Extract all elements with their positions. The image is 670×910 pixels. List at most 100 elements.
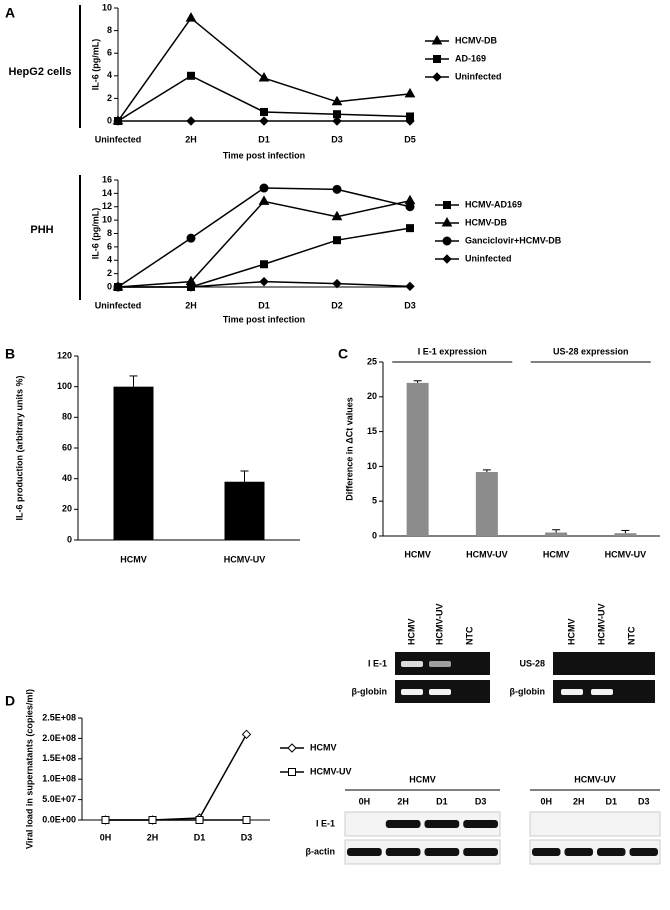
bar [614,533,637,536]
group-label: US-28 expression [553,346,629,356]
marker [185,12,197,22]
legend-marker [433,55,441,63]
gel-lane-label: HCMV-UV [434,603,444,645]
y-tick-label: 10 [367,461,377,471]
blot-lane-label: D3 [475,796,487,806]
y-tick-label: 2.5E+08 [42,712,76,722]
marker [331,95,343,106]
bar [406,382,429,536]
bar [545,532,568,536]
y-tick-label: 80 [62,412,72,422]
gel-band [561,689,583,695]
marker [195,816,204,824]
blot-group-label: HCMV-UV [574,774,616,784]
gel-band [591,689,613,695]
blot-lane-label: 0H [540,796,552,806]
blot-band [629,848,658,856]
legend-marker [442,254,452,264]
blot-lane-label: D3 [638,796,650,806]
marker [242,816,251,824]
gel-row-label: US-28 [519,658,545,668]
y-tick-label: 2.0E+08 [42,733,76,743]
x-tick-label: D2 [331,300,343,310]
marker [113,282,123,292]
y-tick-label: 2 [107,93,112,103]
panel-label: D [5,693,15,709]
y-axis-label: Viral load in supernatants (copies/ml) [24,689,34,849]
y-tick-label: 5.0E+07 [42,794,76,804]
marker [101,816,110,824]
y-tick-label: 25 [367,356,377,366]
marker [186,233,196,243]
marker [260,107,268,116]
y-axis-label: IL-6 (pg/mL) [90,39,100,91]
group-label: I E-1 expression [418,346,487,356]
y-tick-label: 2 [107,268,112,278]
legend-label: HCMV-DB [455,35,497,45]
marker [113,116,123,126]
blot-lane-label: D1 [605,796,617,806]
y-tick-label: 4 [107,70,112,80]
gel-lane-label: HCMV-UV [596,603,606,645]
panel-label: C [338,346,348,362]
x-tick-label: HCMV [404,549,431,559]
x-tick-label: HCMV-UV [466,549,508,559]
blot-band [424,820,460,828]
y-axis-label: IL-6 production (arbitrary units %) [14,375,24,520]
y-tick-label: 0.0E+00 [42,814,76,824]
x-tick-label: 2H [185,134,197,144]
marker [186,116,196,126]
x-tick-label: D3 [331,134,343,144]
legend-label: AD-169 [455,53,486,63]
marker [332,278,342,289]
gel-band [401,661,423,667]
marker [405,116,415,126]
gel-lane-label: HCMV [566,619,576,646]
marker [259,276,269,287]
blot-row [529,811,661,837]
gel-row-label: β-globin [510,686,545,696]
legend-marker [287,743,297,753]
gel-band [401,689,423,695]
x-axis-label: Time post infection [223,150,305,160]
y-tick-label: 10 [102,2,112,12]
gel-row [553,652,655,675]
y-tick-label: 1.5E+08 [42,753,76,763]
side-label: PHH [30,224,53,236]
gel-lane-label: NTC [626,626,636,645]
marker [404,87,416,98]
y-tick-label: 10 [102,215,112,225]
blot-row-label: I E-1 [316,818,335,828]
y-tick-label: 5 [372,496,377,506]
legend-marker [441,216,453,227]
legend-marker [432,72,442,82]
marker [405,202,415,212]
legend-marker [431,34,443,45]
legend-marker [443,201,451,209]
marker [259,116,269,126]
marker [332,116,342,126]
blot-lane-label: 2H [397,796,409,806]
legend-label: HCMV-AD169 [465,199,522,209]
blot-band [385,848,421,856]
blot-lane-label: D1 [436,796,448,806]
marker [260,260,268,269]
blot-band [385,820,421,828]
y-axis-label: Difference in ΔCt values [344,397,354,501]
marker [333,236,341,245]
y-tick-label: 6 [107,241,112,251]
y-tick-label: 0 [107,281,112,291]
gel-band [429,661,451,667]
y-tick-label: 120 [57,350,72,360]
x-tick-label: D3 [241,832,253,842]
line [117,199,411,288]
line [117,17,411,122]
panel-label: A [5,5,15,21]
y-tick-label: 20 [62,504,72,514]
marker [405,281,415,292]
x-tick-label: HCMV-UV [605,549,647,559]
y-tick-label: 0 [67,534,72,544]
blot-band [347,848,382,856]
